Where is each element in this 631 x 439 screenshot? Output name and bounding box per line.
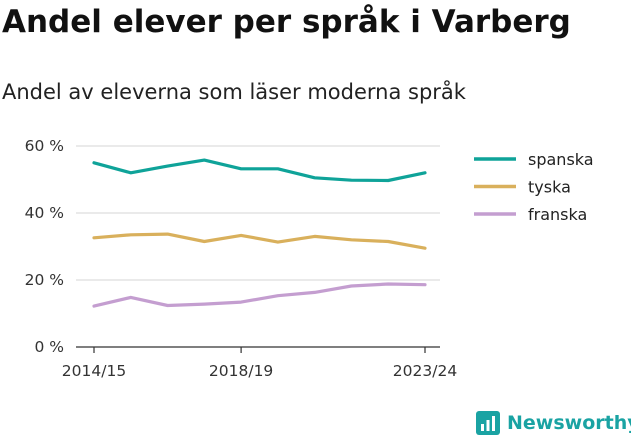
brand-name: Newsworthy	[507, 412, 631, 434]
y-tick-label: 60 %	[25, 137, 64, 155]
legend: spanska tyska franska	[474, 150, 594, 224]
series-line-tyska	[92, 232, 427, 250]
y-tick-label: 20 %	[25, 271, 64, 289]
y-tick-label: 0 %	[34, 338, 64, 356]
legend-label-tyska: tyska	[528, 178, 571, 197]
legend-label-franska: franska	[528, 205, 587, 224]
x-axis: 2014/15 2018/19 2023/24	[62, 347, 457, 380]
newsworthy-logo-icon	[476, 411, 500, 435]
legend-label-spanska: spanska	[528, 150, 594, 169]
grid-lines	[76, 145, 440, 348]
newsworthy-brand: Newsworthy	[476, 409, 631, 437]
chart-subtitle: Andel av eleverna som läser moderna språ…	[2, 80, 466, 104]
x-tick-label: 2018/19	[209, 362, 273, 380]
y-tick-label: 40 %	[25, 204, 64, 222]
y-axis-labels: 0 % 20 % 40 % 60 %	[25, 137, 64, 356]
series-lines	[92, 158, 427, 308]
chart-title: Andel elever per språk i Varberg	[2, 4, 571, 40]
x-tick-label: 2023/24	[393, 362, 457, 380]
x-tick-label: 2014/15	[62, 362, 126, 380]
series-line-spanska	[92, 158, 427, 183]
series-line-franska	[92, 282, 427, 308]
